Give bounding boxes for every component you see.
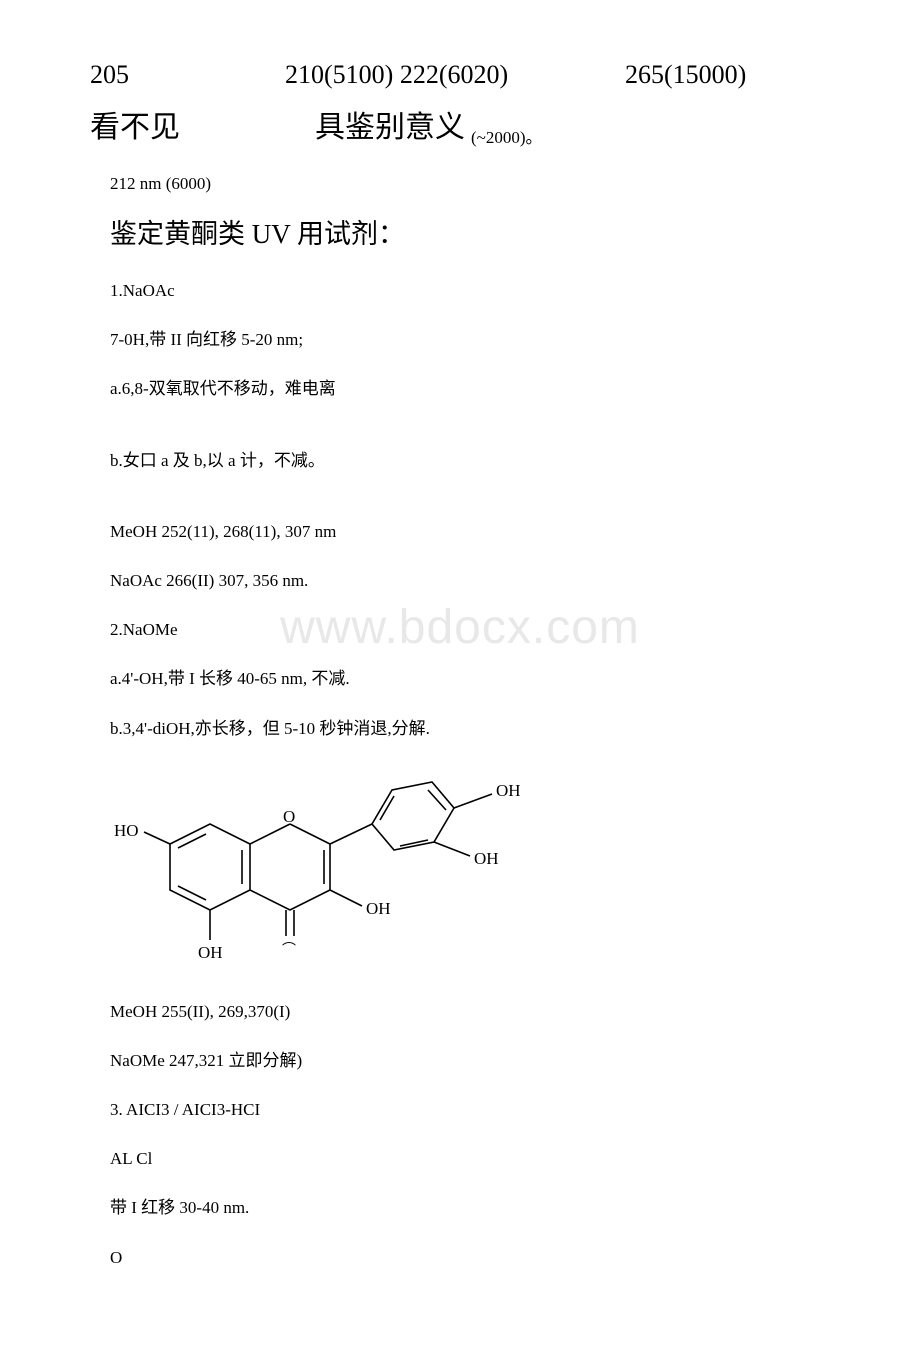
section3-title: 3. AICI3 / AICI3-HCI bbox=[110, 1096, 830, 1123]
label-oh-3prime: OH bbox=[474, 849, 499, 868]
section1-p5: NaOAc 266(II) 307, 356 nm. bbox=[110, 567, 830, 594]
section3-p1: AL Cl bbox=[110, 1145, 830, 1172]
row1-col2: 210(5100) 222(6020) bbox=[285, 60, 625, 90]
line-212nm: 212 nm (6000) bbox=[110, 174, 830, 194]
section2-p1: a.4'-OH,带 I 长移 40-65 nm, 不减. bbox=[110, 665, 830, 692]
row1-col1: 205 bbox=[90, 60, 285, 90]
section2-p3: MeOH 255(II), 269,370(I) bbox=[110, 998, 830, 1025]
section1-p4: MeOH 252(11), 268(11), 307 nm bbox=[110, 518, 830, 545]
label-oh-4prime: OH bbox=[496, 781, 521, 800]
section1-p1: 7-0H,带 II 向红移 5-20 nm; bbox=[110, 326, 830, 353]
label-ring-o: O bbox=[283, 807, 295, 826]
data-row-1: 205 210(5100) 222(6020) 265(15000) bbox=[90, 60, 830, 90]
section2-title: 2.NaOMe bbox=[110, 616, 830, 643]
section2-p4: NaOMe 247,321 立即分解) bbox=[110, 1047, 830, 1074]
row2-col2: 具鉴别意义 bbox=[315, 102, 465, 146]
section2-p2: b.3,4'-diOH,亦长移，但 5-10 秒钟消退,分解. bbox=[110, 715, 830, 742]
label-ho-left: HO bbox=[114, 821, 139, 840]
section1-p3: b.女口 a 及 b,以 a 计，不减。 bbox=[110, 447, 830, 474]
label-oh-5: OH bbox=[198, 943, 223, 962]
section1-p2: a.6,8-双氧取代不移动，难电离 bbox=[110, 375, 830, 402]
row2-col1: 看不见 bbox=[90, 102, 315, 146]
heading-uv-reagents: 鉴定黄酮类 UV 用试剂： bbox=[110, 212, 830, 251]
row1-col3: 265(15000) bbox=[625, 60, 746, 90]
row2-sub: (~2000)。 bbox=[471, 123, 543, 148]
section3-p3: O bbox=[110, 1244, 830, 1271]
label-oh-3: OH bbox=[366, 899, 391, 918]
section1-title: 1.NaOAc bbox=[110, 277, 830, 304]
data-row-2: 看不见 具鉴别意义 (~2000)。 bbox=[90, 102, 830, 146]
label-carbonyl-mark: ⌒ bbox=[282, 942, 296, 958]
molecule-diagram: HO O OH OH OH OH ⌒ bbox=[110, 764, 550, 984]
section3-p2: 带 I 红移 30-40 nm. bbox=[110, 1194, 830, 1221]
